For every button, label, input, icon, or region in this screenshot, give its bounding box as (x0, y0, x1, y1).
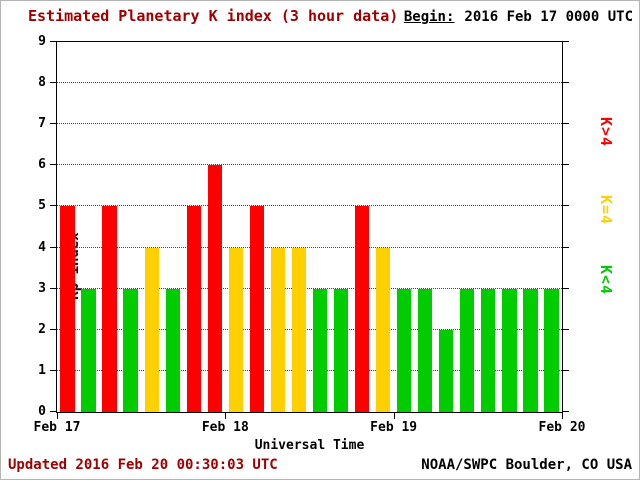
kp-bar (270, 247, 286, 412)
gridline (57, 328, 562, 330)
y-tick-mark (562, 123, 569, 125)
kp-bar (60, 206, 75, 412)
y-tick-label: 2 (38, 321, 46, 337)
y-tick-mark (50, 369, 57, 371)
begin-timestamp: Begin: 2016 Feb 17 0000 UTC (404, 9, 633, 25)
y-tick-label: 4 (38, 239, 46, 255)
y-tick-label: 1 (38, 362, 46, 378)
kp-bar (312, 288, 328, 412)
kp-bar (460, 288, 475, 412)
y-tick-mark (50, 287, 57, 289)
y-tick-mark (50, 205, 57, 207)
y-tick-mark (562, 411, 569, 412)
y-tick-mark (50, 82, 57, 84)
y-tick-mark (50, 246, 57, 248)
gridline (57, 123, 562, 125)
gridline (57, 369, 562, 371)
kp-bar (186, 206, 201, 412)
x-axis-label: Universal Time (254, 438, 365, 453)
begin-value: 2016 Feb 17 0000 UTC (464, 9, 633, 25)
kp-bar (123, 288, 138, 412)
y-tick-mark (562, 287, 569, 289)
noaa-credit: NOAA/SWPC Boulder, CO USA (421, 457, 632, 473)
x-tick-mark (57, 412, 58, 419)
kp-bar (354, 206, 370, 412)
y-tick-label: 5 (38, 198, 46, 214)
y-tick-mark (50, 328, 57, 330)
legend-k-eq-4: K=4 (597, 195, 615, 226)
y-tick-mark (50, 411, 57, 412)
y-tick-mark (50, 41, 57, 42)
legend-k-lt-4: K<4 (597, 265, 615, 296)
gridline (57, 205, 562, 207)
y-tick-mark (50, 164, 57, 166)
gridline (57, 287, 562, 289)
chart-title: Estimated Planetary K index (3 hour data… (28, 7, 399, 25)
x-tick-label: Feb 17 (33, 420, 81, 435)
gridline (57, 164, 562, 166)
kp-bar (249, 206, 265, 412)
kp-bar (102, 206, 117, 412)
y-tick-label: 8 (38, 75, 46, 91)
kp-bar (418, 288, 433, 412)
x-tick-label: Feb 20 (538, 420, 586, 435)
y-tick-mark (562, 164, 569, 166)
kp-bar (165, 288, 180, 412)
kp-bar (502, 288, 517, 412)
kp-bar (481, 288, 496, 412)
kp-bar (144, 247, 159, 412)
kp-bar (81, 288, 96, 412)
x-tick-label: Feb 19 (370, 420, 418, 435)
kp-bar (207, 165, 222, 412)
y-tick-mark (562, 246, 569, 248)
kp-bar (523, 288, 538, 412)
y-tick-label: 9 (38, 34, 46, 49)
kp-bar (291, 247, 307, 412)
y-tick-mark (562, 369, 569, 371)
y-tick-mark (50, 123, 57, 125)
y-tick-label: 7 (38, 116, 46, 132)
kp-bar (397, 288, 412, 412)
y-tick-mark (562, 328, 569, 330)
y-tick-mark (562, 82, 569, 84)
y-tick-label: 3 (38, 280, 46, 296)
legend-k-gt-4: K>4 (597, 117, 615, 148)
kp-bar (333, 288, 349, 412)
x-tick-mark (562, 412, 563, 419)
x-tick-label: Feb 18 (201, 420, 249, 435)
x-tick-mark (225, 412, 227, 419)
x-tick-mark (393, 412, 395, 419)
y-tick-mark (562, 205, 569, 207)
kp-bar (439, 329, 454, 412)
kp-bar (544, 288, 559, 412)
gridline (57, 82, 562, 84)
y-tick-mark (562, 41, 569, 42)
y-tick-label: 0 (38, 404, 46, 419)
begin-label: Begin: (403, 9, 455, 25)
kp-bar (228, 247, 243, 412)
updated-timestamp: Updated 2016 Feb 20 00:30:03 UTC (8, 457, 278, 473)
y-tick-label: 6 (38, 157, 46, 173)
gridline (57, 246, 562, 248)
kp-bar (375, 247, 391, 412)
